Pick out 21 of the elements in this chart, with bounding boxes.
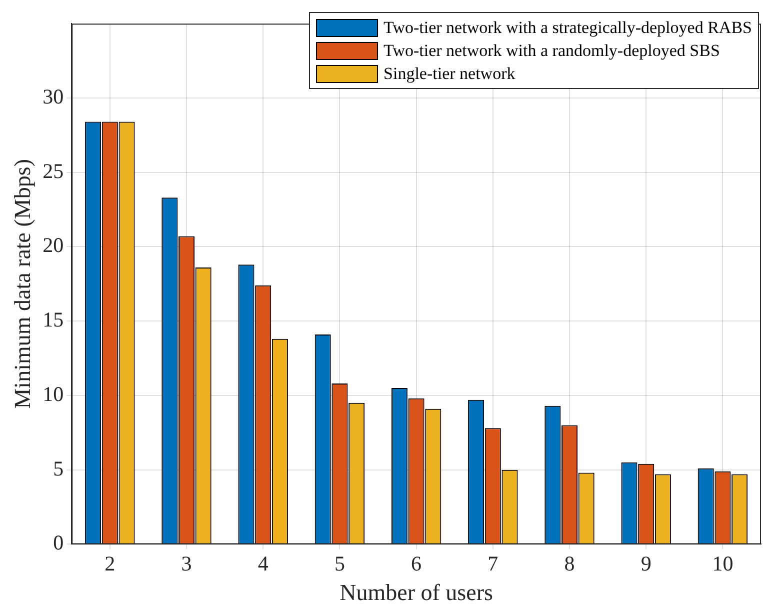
x-tick-label: 6 — [411, 551, 422, 576]
y-tick-label: 5 — [53, 456, 64, 480]
legend-label: Two-tier network with a strategically-deployed RABS — [384, 17, 752, 39]
x-tick-label: 7 — [488, 551, 498, 576]
legend-label: Two-tier network with a randomly-deployed SBS — [384, 40, 720, 62]
x-tick-label: 4 — [258, 551, 269, 576]
y-axis-title: Minimum data rate (Mbps) — [10, 159, 35, 409]
x-tick-label: 2 — [104, 551, 116, 576]
y-tick-label: 15 — [42, 308, 64, 332]
y-tick-label: 20 — [42, 233, 64, 258]
y-tick-label: 0 — [53, 530, 64, 555]
x-tick-label: 8 — [564, 551, 575, 576]
y-tick-label: 25 — [42, 158, 64, 183]
x-tick-label: 10 — [712, 551, 734, 576]
y-tick-label: 30 — [42, 84, 64, 108]
legend-label: Single-tier network — [384, 63, 516, 85]
y-tick-label: 10 — [42, 382, 64, 406]
x-axis-title: Number of users — [340, 580, 493, 606]
x-tick-label: 9 — [640, 551, 652, 576]
x-tick-label: 3 — [181, 551, 192, 576]
x-tick-label: 5 — [334, 551, 345, 576]
